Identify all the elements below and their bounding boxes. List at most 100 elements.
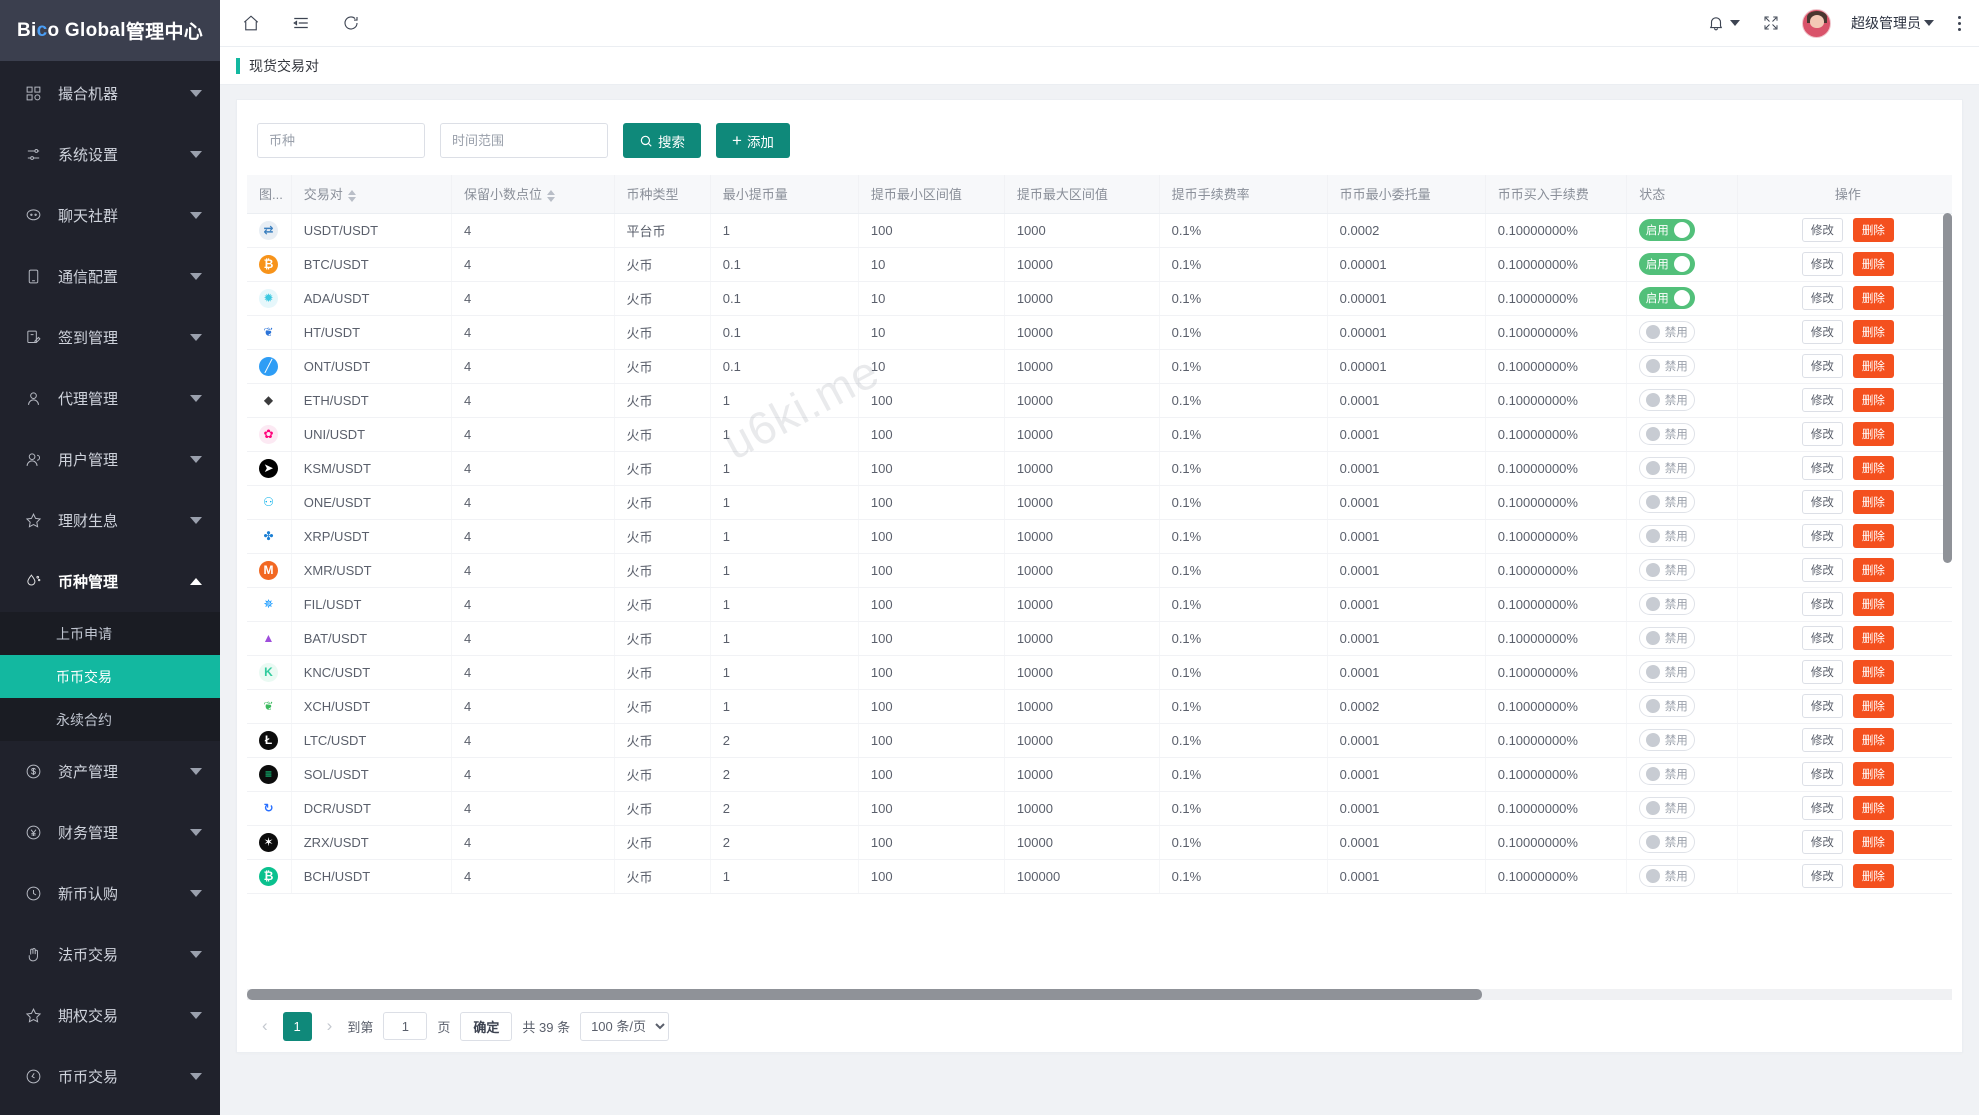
- goto-confirm-button[interactable]: 确定: [460, 1011, 513, 1041]
- sort-icon[interactable]: [547, 189, 556, 202]
- sidebar-item-12[interactable]: 法币交易: [0, 924, 220, 985]
- time-range-input[interactable]: [440, 123, 608, 158]
- delete-button[interactable]: 删除: [1852, 456, 1894, 480]
- edit-button[interactable]: 修改: [1801, 796, 1843, 820]
- edit-button[interactable]: 修改: [1801, 558, 1843, 582]
- avatar[interactable]: [1802, 8, 1831, 38]
- more-vertical-icon[interactable]: [1954, 15, 1965, 31]
- edit-button[interactable]: 修改: [1801, 354, 1843, 378]
- status-toggle[interactable]: 禁用: [1639, 559, 1696, 581]
- status-toggle[interactable]: 禁用: [1639, 797, 1696, 819]
- pagination-page-1[interactable]: 1: [282, 1011, 312, 1041]
- delete-button[interactable]: 删除: [1852, 592, 1894, 616]
- status-toggle[interactable]: 禁用: [1639, 661, 1696, 683]
- delete-button[interactable]: 删除: [1852, 354, 1894, 378]
- refresh-icon[interactable]: [340, 12, 362, 34]
- status-toggle[interactable]: 禁用: [1639, 457, 1696, 479]
- add-button[interactable]: + 添加: [716, 123, 790, 158]
- horizontal-scrollbar-thumb[interactable]: [247, 989, 1482, 1000]
- sidebar-item-13[interactable]: 期权交易: [0, 985, 220, 1046]
- delete-button[interactable]: 删除: [1852, 728, 1894, 752]
- edit-button[interactable]: 修改: [1801, 422, 1843, 446]
- status-toggle[interactable]: 禁用: [1639, 491, 1696, 513]
- edit-button[interactable]: 修改: [1801, 762, 1843, 786]
- delete-button[interactable]: 删除: [1852, 388, 1894, 412]
- status-toggle[interactable]: 禁用: [1639, 355, 1696, 377]
- vertical-scrollbar[interactable]: [1943, 213, 1952, 965]
- delete-button[interactable]: 删除: [1852, 422, 1894, 446]
- delete-button[interactable]: 删除: [1852, 626, 1894, 650]
- page-size-select[interactable]: 10 条/页20 条/页50 条/页100 条/页: [580, 1011, 670, 1041]
- edit-button[interactable]: 修改: [1801, 660, 1843, 684]
- delete-button[interactable]: 删除: [1852, 558, 1894, 582]
- sidebar-item-0[interactable]: 撮合机器: [0, 63, 220, 124]
- delete-button[interactable]: 删除: [1852, 762, 1894, 786]
- sidebar-item-11[interactable]: 新币认购: [0, 863, 220, 924]
- home-icon[interactable]: [240, 12, 262, 34]
- status-toggle[interactable]: 启用: [1639, 253, 1696, 275]
- status-toggle[interactable]: 禁用: [1639, 831, 1696, 853]
- delete-button[interactable]: 删除: [1852, 320, 1894, 344]
- delete-button[interactable]: 删除: [1852, 796, 1894, 820]
- delete-button[interactable]: 删除: [1852, 218, 1894, 242]
- sidebar-item-2[interactable]: 聊天社群: [0, 185, 220, 246]
- search-button[interactable]: 搜索: [623, 123, 701, 158]
- edit-button[interactable]: 修改: [1801, 626, 1843, 650]
- delete-button[interactable]: 删除: [1852, 830, 1894, 854]
- status-toggle[interactable]: 禁用: [1639, 695, 1696, 717]
- status-toggle[interactable]: 禁用: [1639, 525, 1696, 547]
- sidebar-item-4[interactable]: 签到管理: [0, 307, 220, 368]
- edit-button[interactable]: 修改: [1801, 388, 1843, 412]
- sidebar-item-3[interactable]: 通信配置: [0, 246, 220, 307]
- edit-button[interactable]: 修改: [1801, 218, 1843, 242]
- delete-button[interactable]: 删除: [1852, 286, 1894, 310]
- status-toggle[interactable]: 禁用: [1639, 321, 1696, 343]
- edit-button[interactable]: 修改: [1801, 830, 1843, 854]
- status-toggle[interactable]: 禁用: [1639, 423, 1696, 445]
- delete-button[interactable]: 删除: [1852, 660, 1894, 684]
- notifications-button[interactable]: [1705, 12, 1740, 34]
- horizontal-scrollbar[interactable]: [247, 989, 1952, 1000]
- status-toggle[interactable]: 启用: [1639, 287, 1696, 309]
- edit-button[interactable]: 修改: [1801, 864, 1843, 888]
- edit-button[interactable]: 修改: [1801, 694, 1843, 718]
- edit-button[interactable]: 修改: [1801, 490, 1843, 514]
- pagination-next[interactable]: ›: [326, 1016, 333, 1035]
- sidebar-subitem-8-1[interactable]: 币币交易: [0, 655, 220, 698]
- status-toggle[interactable]: 启用: [1639, 219, 1696, 241]
- column-header-decimals[interactable]: 保留小数点位: [451, 175, 615, 214]
- status-toggle[interactable]: 禁用: [1639, 763, 1696, 785]
- user-menu[interactable]: 超级管理员: [1851, 13, 1934, 33]
- vertical-scrollbar-thumb[interactable]: [1943, 213, 1952, 563]
- sidebar-subitem-8-2[interactable]: 永续合约: [56, 711, 112, 728]
- delete-button[interactable]: 删除: [1852, 490, 1894, 514]
- coin-search-input[interactable]: [257, 123, 425, 158]
- sidebar-item-10[interactable]: 财务管理: [0, 802, 220, 863]
- sort-icon[interactable]: [347, 189, 356, 202]
- delete-button[interactable]: 删除: [1852, 864, 1894, 888]
- goto-page-input[interactable]: [383, 1012, 428, 1040]
- edit-button[interactable]: 修改: [1801, 456, 1843, 480]
- edit-button[interactable]: 修改: [1801, 252, 1843, 276]
- delete-button[interactable]: 删除: [1852, 252, 1894, 276]
- sidebar-item-1[interactable]: 系统设置: [0, 124, 220, 185]
- status-toggle[interactable]: 禁用: [1639, 389, 1696, 411]
- status-toggle[interactable]: 禁用: [1639, 865, 1696, 887]
- delete-button[interactable]: 删除: [1852, 524, 1894, 548]
- edit-button[interactable]: 修改: [1801, 728, 1843, 752]
- status-toggle[interactable]: 禁用: [1639, 729, 1696, 751]
- collapse-menu-icon[interactable]: [290, 12, 312, 34]
- edit-button[interactable]: 修改: [1801, 524, 1843, 548]
- sidebar-item-14[interactable]: 币币交易: [0, 1046, 220, 1107]
- sidebar-item-6[interactable]: 用户管理: [0, 429, 220, 490]
- pagination-prev[interactable]: ‹: [262, 1016, 268, 1035]
- status-toggle[interactable]: 禁用: [1639, 627, 1696, 649]
- column-header-pair[interactable]: 交易对: [291, 175, 453, 214]
- sidebar-item-5[interactable]: 代理管理: [0, 368, 220, 429]
- edit-button[interactable]: 修改: [1801, 592, 1843, 616]
- edit-button[interactable]: 修改: [1801, 286, 1843, 310]
- delete-button[interactable]: 删除: [1852, 694, 1894, 718]
- fullscreen-icon[interactable]: [1760, 12, 1782, 34]
- status-toggle[interactable]: 禁用: [1639, 593, 1696, 615]
- sidebar-item-7[interactable]: 理财生息: [0, 490, 220, 551]
